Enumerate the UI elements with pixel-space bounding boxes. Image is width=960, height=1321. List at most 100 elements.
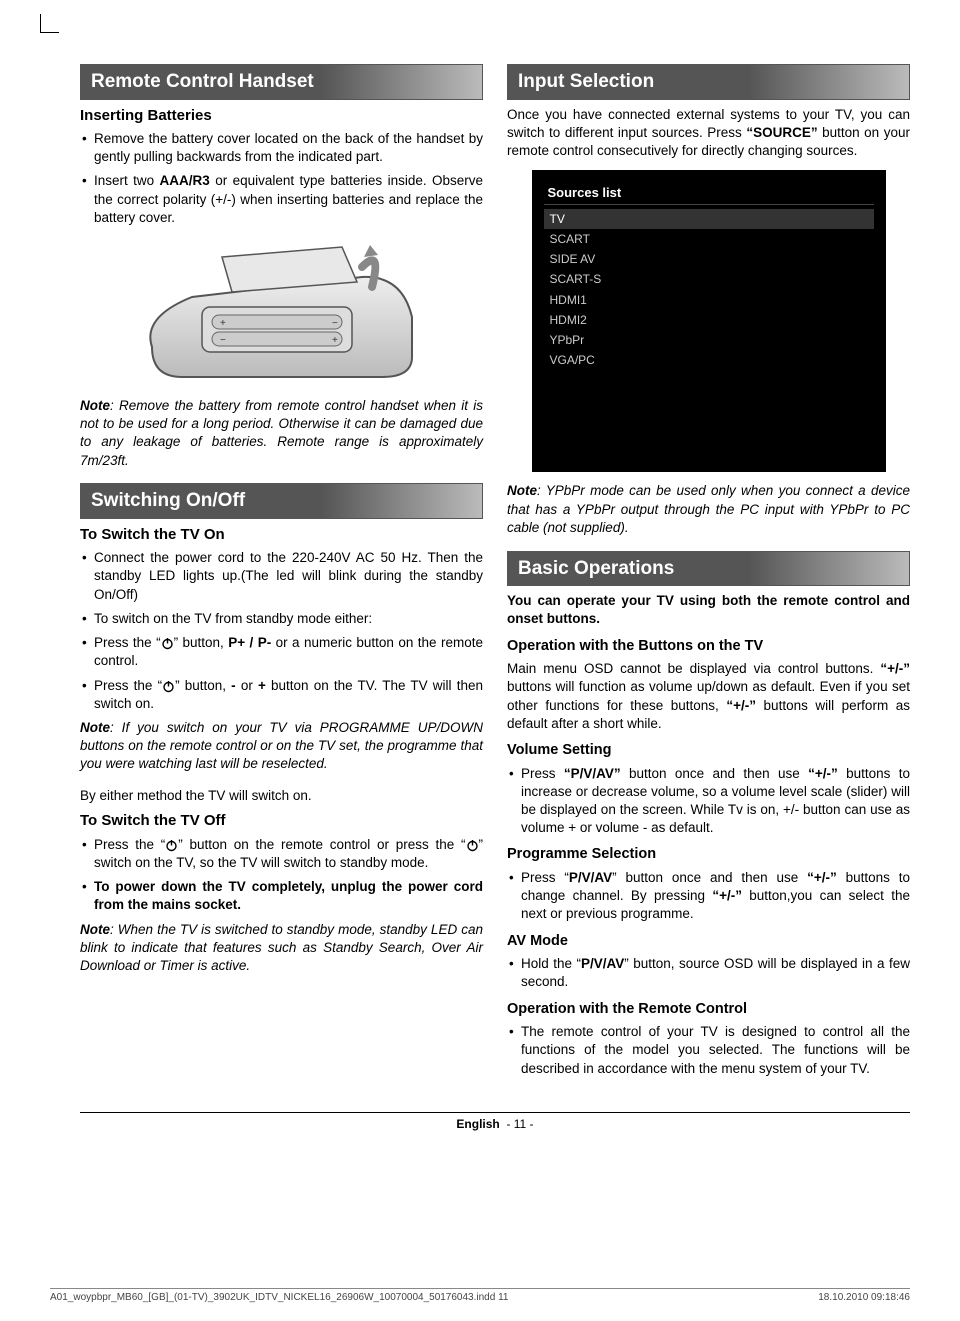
note-label: Note [80,922,110,937]
subheading-remote-control: Operation with the Remote Control [507,1000,910,1020]
svg-text:−: − [220,335,226,346]
text: Hold the “ [521,956,581,971]
text: Press “ [521,870,569,885]
page-footer-center: English - 11 - [80,1112,910,1131]
note-text: : When the TV is switched to standby mod… [80,922,483,973]
heading-remote-control: Remote Control Handset [80,64,483,100]
switch-on-list: Connect the power cord to the 220-240V A… [80,549,483,713]
sources-title: Sources list [544,182,874,205]
list-item: Connect the power cord to the 220-240V A… [82,549,483,604]
note-standby: Note: When the TV is switched to standby… [80,921,483,976]
text-bold: “SOURCE” [746,125,817,140]
crop-mark [40,14,59,33]
text-bold: “+/-” [726,698,756,713]
note-label: Note [80,398,110,413]
list-item: To power down the TV completely, unplug … [82,878,483,914]
svg-text:+: + [220,318,226,329]
source-row: YPbPr [544,330,874,350]
source-row: VGA/PC [544,350,874,370]
svg-text:−: − [332,318,338,329]
note-text: : YPbPr mode can be used only when you c… [507,483,910,534]
text-bold: + [258,678,266,693]
list-item: Remove the battery cover located on the … [82,130,483,166]
list-item: The remote control of your TV is designe… [509,1023,910,1078]
source-row: HDMI2 [544,310,874,330]
text-bold: “+/-” [808,766,838,781]
text: ” button, [174,635,229,650]
subheading-av-mode: AV Mode [507,932,910,952]
svg-text:+: + [332,335,338,346]
subheading-switch-off: To Switch the TV Off [80,811,483,831]
source-row: HDMI1 [544,290,874,310]
text: ” button, [175,678,231,693]
text-bold: AAA/R3 [160,173,210,188]
text-bold: “+/-” [807,870,837,885]
note-text: : Remove the battery from remote control… [80,398,483,468]
source-row: SCART [544,229,874,249]
text-bold: “P/V/AV” [564,766,621,781]
note-label: Note [507,483,537,498]
paragraph: Once you have connected external systems… [507,106,910,161]
list-item: Press “P/V/AV” button once and then use … [509,869,910,924]
footer-language: English [456,1117,499,1131]
text-bold: P/V/AV [569,870,612,885]
power-icon [161,637,174,650]
list-item: To switch on the TV from standby mode ei… [82,610,483,628]
text: ” button on the remote control or press … [178,837,465,852]
battery-diagram: + − − + [132,237,432,387]
print-footer: A01_woypbpr_MB60_[GB]_(01-TV)_3902UK_IDT… [50,1288,910,1303]
list-item: Press the “ ” button on the remote contro… [82,836,483,872]
subheading-buttons-tv: Operation with the Buttons on the TV [507,637,910,657]
subheading-programme: Programme Selection [507,845,910,865]
text: Main menu OSD cannot be displayed via co… [507,661,880,676]
text-bold: To power down the TV completely, unplug … [94,879,483,912]
heading-basic-operations: Basic Operations [507,551,910,587]
av-list: Hold the “P/V/AV” button, source OSD wil… [507,955,910,991]
note-ypbpr: Note: YPbPr mode can be used only when y… [507,482,910,537]
text: Press the “ [94,837,165,852]
paragraph: Main menu OSD cannot be displayed via co… [507,660,910,733]
text: Insert two [94,173,160,188]
text: Press the “ [94,678,162,693]
text-bold: P+ / P- [228,635,271,650]
footer-filename: A01_woypbpr_MB60_[GB]_(01-TV)_3902UK_IDT… [50,1292,508,1303]
list-item: Press the “” button, P+ / P- or a numeri… [82,634,483,670]
right-column: Input Selection Once you have connected … [507,60,910,1084]
note-text: : If you switch on your TV via PROGRAMME… [80,720,483,771]
volume-list: Press “P/V/AV” button once and then use … [507,765,910,838]
switch-off-list: Press the “ ” button on the remote contro… [80,836,483,915]
list-item: Press the “” button, - or + button on th… [82,677,483,713]
source-row: SIDE AV [544,249,874,269]
power-icon [162,680,175,693]
subheading-inserting-batteries: Inserting Batteries [80,106,483,126]
list-item: Insert two AAA/R3 or equivalent type bat… [82,172,483,227]
list-item: Press “P/V/AV” button once and then use … [509,765,910,838]
two-column-layout: Remote Control Handset Inserting Batteri… [80,60,910,1084]
battery-instructions-list: Remove the battery cover located on the … [80,130,483,227]
note-battery-removal: Note: Remove the battery from remote con… [80,397,483,470]
text: button once and then use [621,766,808,781]
power-icon [466,839,479,852]
note-label: Note [80,720,110,735]
footer-page-number: - 11 - [506,1117,533,1131]
text: or [236,678,258,693]
text: Press [521,766,564,781]
power-icon [165,839,178,852]
text-bold: You can operate your TV using both the r… [507,593,910,626]
subheading-switch-on: To Switch the TV On [80,525,483,545]
paragraph: You can operate your TV using both the r… [507,592,910,628]
sources-rows: TVSCARTSIDE AVSCART-SHDMI1HDMI2YPbPrVGA/… [544,209,874,371]
list-item: Hold the “P/V/AV” button, source OSD wil… [509,955,910,991]
left-column: Remote Control Handset Inserting Batteri… [80,60,483,1084]
note-programme: Note: If you switch on your TV via PROGR… [80,719,483,774]
text: ” button once and then use [612,870,807,885]
footer-date: 18.10.2010 09:18:46 [818,1292,910,1303]
source-row: TV [544,209,874,229]
heading-switching: Switching On/Off [80,483,483,519]
subheading-volume: Volume Setting [507,741,910,761]
manual-page: Remote Control Handset Inserting Batteri… [0,0,960,1321]
text: Press the “ [94,635,161,650]
text-bold: “+/-” [880,661,910,676]
paragraph: By either method the TV will switch on. [80,787,483,805]
source-row: SCART-S [544,269,874,289]
